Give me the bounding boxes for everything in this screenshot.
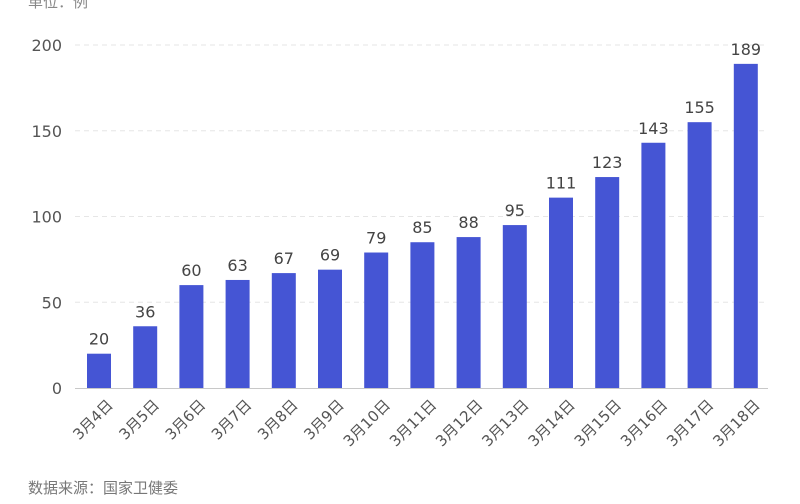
x-tick-label: 3月14日 <box>525 396 579 450</box>
x-tick-label: 3月13日 <box>478 396 532 450</box>
data-label: 63 <box>227 256 247 275</box>
bar <box>225 279 250 388</box>
data-label: 189 <box>731 40 762 59</box>
data-label: 36 <box>135 302 155 321</box>
x-tick-label: 3月11日 <box>386 396 440 450</box>
data-label: 69 <box>320 246 340 265</box>
bar <box>133 326 158 388</box>
bar <box>410 242 435 388</box>
x-tick-label: 3月18日 <box>709 396 763 450</box>
x-axis-ticks: 3月4日3月5日3月6日3月7日3月8日3月9日3月10日3月11日3月12日3… <box>69 396 763 450</box>
x-tick-label: 3月4日 <box>69 396 116 443</box>
x-tick-label: 3月10日 <box>340 396 394 450</box>
data-label: 67 <box>274 249 294 268</box>
bar <box>271 273 296 388</box>
x-tick-label: 3月6日 <box>162 396 209 443</box>
y-axis-ticks: 0 50 100 150 200 <box>31 36 62 398</box>
bar <box>364 252 389 388</box>
bar <box>687 122 712 389</box>
source-label: 数据来源：国家卫健委 <box>28 479 179 497</box>
y-tick-label: 150 <box>31 122 62 141</box>
bar <box>733 63 758 389</box>
bar <box>179 285 204 388</box>
y-tick-label: 200 <box>31 36 62 55</box>
x-tick-label: 3月12日 <box>432 396 486 450</box>
bars <box>87 63 758 389</box>
bar <box>502 225 527 388</box>
bar <box>595 177 620 388</box>
data-label: 60 <box>181 261 201 280</box>
data-labels: 20 36 60 63 67 69 79 85 88 95 111 123 143 155 189 <box>89 40 761 349</box>
data-label: 155 <box>684 98 715 117</box>
x-tick-label: 3月17日 <box>663 396 717 450</box>
data-label: 20 <box>89 330 109 349</box>
x-tick-label: 3月5日 <box>116 396 163 443</box>
data-label: 95 <box>505 201 525 220</box>
x-tick-label: 3月15日 <box>571 396 625 450</box>
y-tick-label: 100 <box>31 208 62 227</box>
bar <box>87 353 111 388</box>
unit-label: 单位：例 <box>28 0 89 11</box>
bar <box>456 237 481 388</box>
data-label: 143 <box>638 119 669 138</box>
bar <box>641 142 666 388</box>
x-tick-label: 3月8日 <box>254 396 301 443</box>
data-label: 79 <box>366 229 386 248</box>
bar <box>549 197 573 388</box>
y-tick-label: 0 <box>52 379 62 398</box>
x-tick-label: 3月16日 <box>617 396 671 450</box>
data-label: 85 <box>412 218 432 237</box>
bar <box>318 269 342 388</box>
y-tick-label: 50 <box>42 293 62 312</box>
data-label: 123 <box>592 153 623 172</box>
data-label: 88 <box>458 213 478 232</box>
x-tick-label: 3月7日 <box>208 396 255 443</box>
data-label: 111 <box>546 174 577 193</box>
